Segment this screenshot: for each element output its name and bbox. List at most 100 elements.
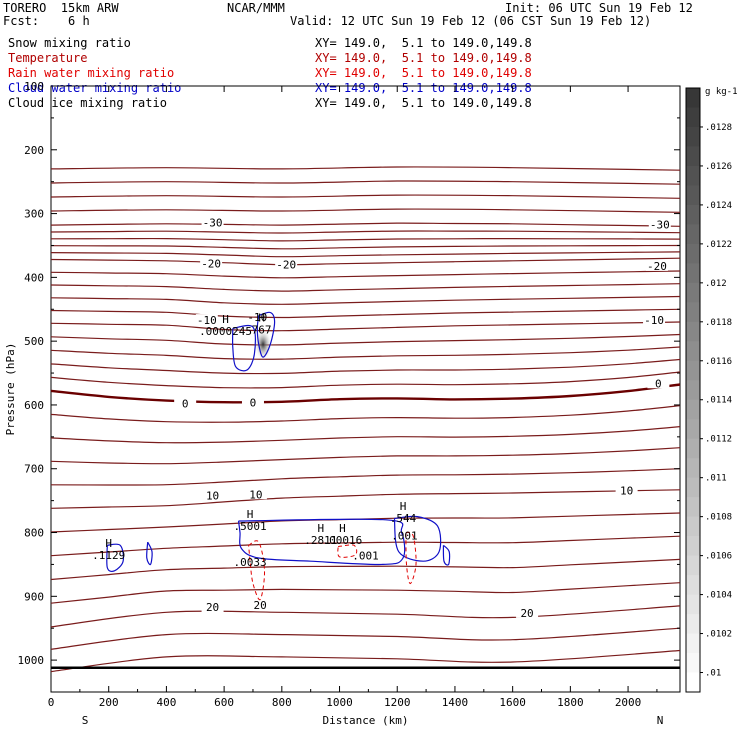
colorbar-segment	[686, 360, 700, 381]
colorbar-segment	[686, 224, 700, 245]
colorbar-segment	[686, 458, 700, 479]
colorbar-tick-label: .01	[705, 669, 721, 679]
temperature-label: -30	[650, 218, 670, 231]
temperature-label: -10	[197, 314, 217, 327]
max-marker: H	[247, 508, 254, 521]
temperature-contour-minor	[50, 230, 681, 234]
colorbar-tick-label: .0116	[705, 357, 732, 367]
temperature-label: 20	[254, 599, 267, 612]
contour-label-bg	[516, 606, 539, 618]
colorbar-segment	[686, 302, 700, 323]
colorbar-segment	[686, 536, 700, 557]
max-marker: -10	[247, 311, 267, 324]
y-tick-label: 200	[24, 144, 44, 157]
max-value: .1129	[92, 549, 125, 562]
colorbar-segment	[686, 633, 700, 654]
temperature-contour-minor	[50, 346, 681, 360]
temperature-contour-minor	[50, 180, 681, 185]
max-value: .001	[391, 530, 418, 543]
temperature-contour-minor	[50, 295, 681, 305]
y-top-tick-label: 100	[24, 80, 44, 93]
contour-label-bg	[648, 218, 671, 230]
temperature-contour-minor	[50, 208, 681, 213]
colorbar-tick-label: .0112	[705, 435, 732, 445]
max-value: 767	[252, 324, 272, 337]
max-value: .544	[390, 512, 417, 525]
colorbar-tick-label: .012	[705, 279, 727, 289]
south-end-label: S	[82, 714, 89, 727]
temperature-contour-minor	[50, 251, 681, 258]
contour-label-bg	[174, 397, 197, 409]
temperature-contour--30	[50, 222, 681, 227]
colorbar-tick-label: .0128	[705, 123, 732, 133]
colorbar-tick-label: .0122	[705, 240, 732, 250]
colorbar-segment	[686, 146, 700, 167]
x-tick-label: 1000	[326, 696, 353, 709]
temperature-contour-minor	[50, 649, 681, 673]
colorbar-segment	[686, 555, 700, 576]
valid-time: Valid: 12 UTC Sun 19 Feb 12 (06 CST Sun …	[290, 14, 652, 28]
temperature-contour-minor	[50, 166, 681, 171]
cloud-water-contour	[256, 311, 276, 358]
temperature-contour-minor	[50, 558, 681, 581]
temperature-contour-minor	[50, 582, 681, 604]
cloud-water-contour	[237, 518, 406, 566]
temperature-contour-0	[50, 383, 681, 404]
colorbar-tick-label: .0118	[705, 318, 732, 328]
temperature-label: 0	[250, 396, 257, 409]
contour-label-bg	[615, 484, 638, 496]
temperature-contour-minor	[50, 244, 681, 250]
temperature-label: 10	[620, 484, 633, 497]
legend-xy-snow: XY= 149.0, 5.1 to 149.0,149.8	[315, 36, 532, 50]
y-axis-title: Pressure (hPa)	[4, 343, 17, 436]
max-marker: H	[105, 537, 112, 550]
x-tick-label: 1400	[442, 696, 469, 709]
legend-name-rain: Rain water mixing ratio	[8, 66, 175, 80]
temperature-contour-minor	[50, 535, 681, 557]
x-tick-label: 0	[48, 696, 55, 709]
x-tick-label: 200	[99, 696, 119, 709]
colorbar-segment	[686, 341, 700, 362]
colorbar-segment	[686, 380, 700, 401]
max-value: .00016	[323, 534, 363, 547]
colorbar-tick-label: .0106	[705, 552, 732, 562]
temperature-contour-minor	[50, 447, 681, 465]
contour-label-bg	[201, 489, 224, 501]
temperature-contour-20	[50, 605, 681, 628]
colorbar-segment	[686, 594, 700, 615]
max-value: .5001	[234, 520, 267, 533]
x-tick-label: 400	[156, 696, 176, 709]
temperature-contour-minor	[50, 371, 681, 389]
colorbar-segment	[686, 419, 700, 440]
model-title: TORERO 15km ARW	[3, 1, 119, 15]
legend-xy-rain: XY= 149.0, 5.1 to 149.0,149.8	[315, 66, 532, 80]
temperature-contour--10	[50, 321, 681, 332]
contour-label-bg	[645, 259, 668, 271]
temperature-contour-minor	[50, 308, 681, 319]
colorbar-segment	[686, 516, 700, 537]
contour-label-bg	[201, 216, 224, 228]
max-marker: H	[222, 313, 229, 326]
x-tick-label: 800	[272, 696, 292, 709]
colorbar-segment	[686, 204, 700, 225]
colorbar-segment	[686, 497, 700, 518]
temperature-contour-minor	[50, 358, 681, 375]
y-tick-label: 800	[24, 527, 44, 540]
colorbar-segment	[686, 321, 700, 342]
colorbar-segment	[686, 185, 700, 206]
legend-name-cloud-water: Cloud water mixing ratio	[8, 81, 182, 95]
temperature-contour-minor	[50, 426, 681, 444]
colorbar-tick-label: .0126	[705, 162, 732, 172]
temperature-label: 20	[520, 607, 533, 620]
contour-label-bg	[249, 599, 272, 611]
temperature-contour-minor	[50, 333, 681, 346]
y-tick-label: 1000	[18, 654, 45, 667]
colorbar-unit: g kg-1	[705, 87, 738, 97]
max-value: .2811	[304, 534, 337, 547]
temperature-contour-minor	[50, 194, 681, 199]
contour-label-bg	[200, 257, 223, 269]
temperature-contour-minor	[50, 237, 681, 242]
colorbar-tick-label: .0114	[705, 396, 732, 406]
contour-label-bg	[201, 601, 224, 613]
